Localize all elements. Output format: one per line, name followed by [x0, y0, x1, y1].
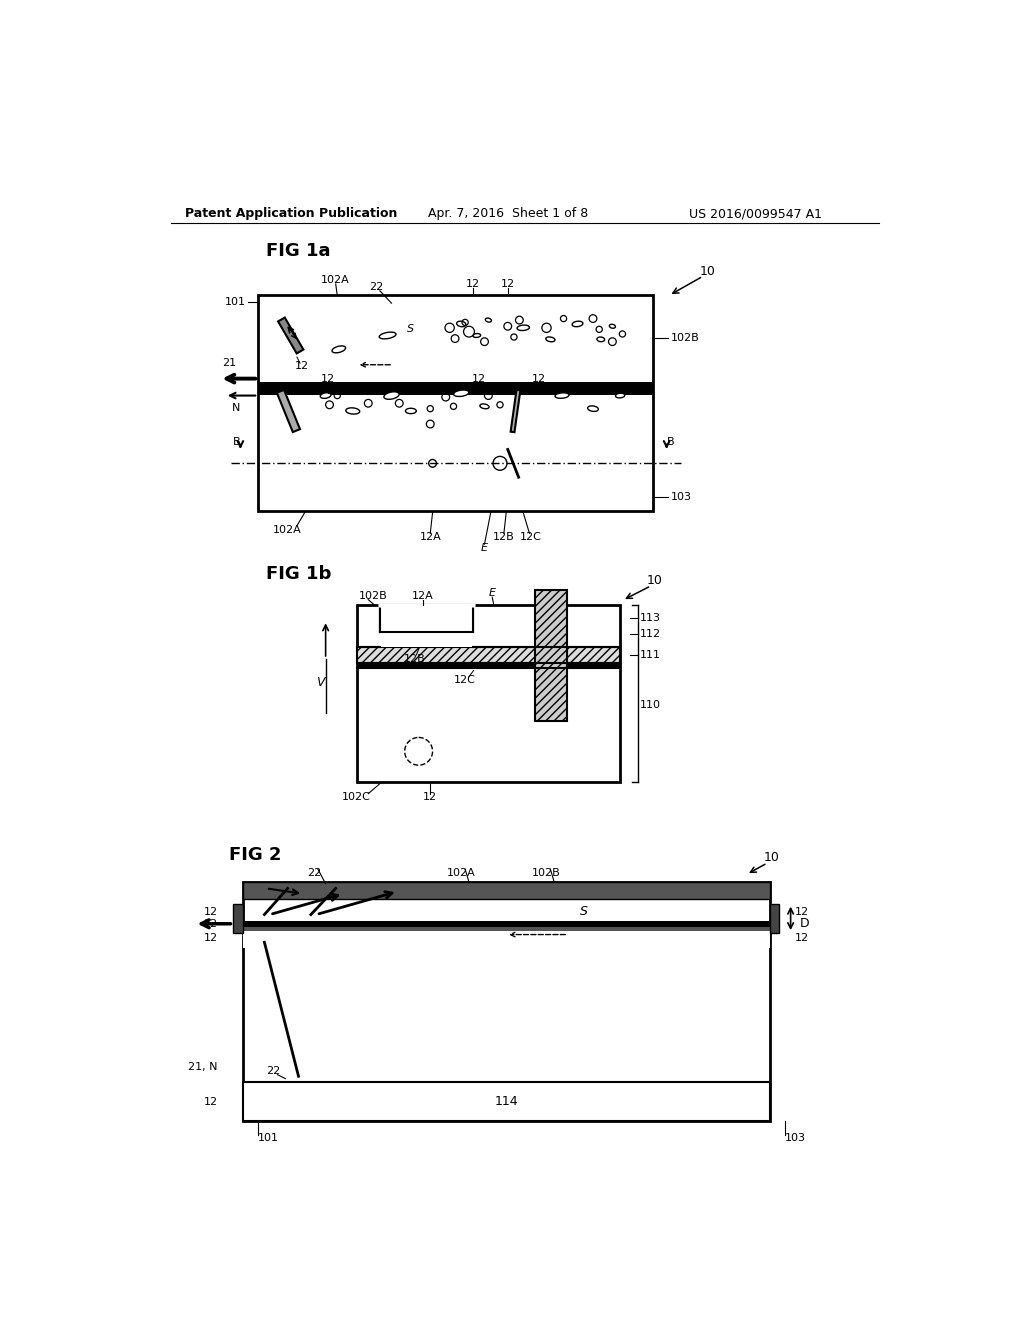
Text: 102B: 102B	[532, 869, 561, 878]
Text: 111: 111	[640, 649, 660, 660]
Text: 12: 12	[423, 792, 437, 803]
Bar	[535, 590, 567, 721]
Text: 12C: 12C	[520, 532, 542, 543]
Text: 12: 12	[204, 907, 218, 917]
Bar	[356, 605, 621, 781]
Text: 12: 12	[466, 279, 480, 289]
Text: 22: 22	[369, 282, 383, 292]
Text: Patent Application Publication: Patent Application Publication	[184, 207, 397, 220]
Text: 12A: 12A	[412, 591, 433, 601]
Polygon shape	[279, 318, 303, 354]
Text: 22: 22	[307, 869, 322, 878]
Bar	[770, 904, 779, 933]
Ellipse shape	[609, 325, 615, 329]
Text: 12B: 12B	[403, 653, 426, 664]
Ellipse shape	[406, 408, 417, 413]
Text: 101: 101	[258, 1133, 280, 1143]
Text: B: B	[232, 437, 241, 446]
Text: 12: 12	[795, 907, 809, 917]
Bar	[243, 927, 770, 932]
Text: 12: 12	[501, 279, 515, 289]
Text: 114: 114	[495, 1096, 518, 1109]
Text: 12: 12	[204, 919, 218, 929]
Bar	[380, 605, 473, 647]
Bar	[243, 921, 770, 927]
Ellipse shape	[473, 334, 480, 338]
Text: B: B	[667, 437, 674, 446]
Text: N: N	[232, 403, 241, 413]
Text: 12: 12	[472, 374, 486, 384]
Ellipse shape	[321, 393, 331, 399]
Ellipse shape	[379, 333, 396, 339]
Bar	[380, 605, 473, 632]
Text: 12: 12	[531, 374, 546, 384]
Text: 12: 12	[204, 933, 218, 942]
Bar	[243, 1082, 770, 1121]
Text: 12A: 12A	[420, 532, 441, 543]
Ellipse shape	[517, 325, 529, 330]
Text: 10: 10	[647, 574, 663, 587]
Text: FIG 1a: FIG 1a	[266, 242, 331, 260]
Ellipse shape	[588, 405, 598, 412]
Text: US 2016/0099547 A1: US 2016/0099547 A1	[689, 207, 822, 220]
Text: 102B: 102B	[671, 333, 699, 343]
Text: 12: 12	[295, 362, 309, 371]
Text: 103: 103	[671, 492, 691, 502]
Polygon shape	[276, 389, 300, 432]
Bar	[356, 663, 621, 668]
Ellipse shape	[555, 393, 569, 399]
Text: Apr. 7, 2016  Sheet 1 of 8: Apr. 7, 2016 Sheet 1 of 8	[428, 207, 588, 220]
Bar	[356, 647, 621, 663]
Bar	[243, 932, 770, 948]
Bar	[243, 882, 770, 1121]
Text: 10: 10	[763, 851, 779, 865]
Text: 113: 113	[640, 612, 660, 623]
Text: 21: 21	[222, 358, 237, 368]
Text: 102A: 102A	[272, 524, 301, 535]
Ellipse shape	[346, 408, 359, 414]
Bar	[243, 882, 770, 899]
Ellipse shape	[332, 346, 345, 352]
Text: 102A: 102A	[446, 869, 475, 878]
Text: E: E	[481, 543, 488, 553]
Ellipse shape	[485, 318, 492, 322]
Bar	[380, 605, 473, 632]
Text: 102B: 102B	[359, 591, 388, 601]
Bar	[258, 391, 653, 395]
Ellipse shape	[454, 389, 469, 396]
Ellipse shape	[615, 393, 625, 397]
Text: 102A: 102A	[322, 275, 350, 285]
Text: FIG 1b: FIG 1b	[266, 565, 332, 583]
Bar	[380, 605, 473, 632]
Text: 12: 12	[204, 1097, 218, 1106]
Ellipse shape	[457, 321, 466, 327]
Text: S: S	[408, 325, 415, 334]
Text: 21, N: 21, N	[188, 1063, 218, 1072]
Text: 110: 110	[640, 700, 660, 710]
Text: 12: 12	[321, 374, 335, 384]
Text: 102C: 102C	[342, 792, 371, 803]
Text: 103: 103	[785, 1133, 806, 1143]
Ellipse shape	[572, 321, 583, 327]
Text: E: E	[488, 589, 496, 598]
Ellipse shape	[546, 337, 555, 342]
Bar	[233, 904, 243, 933]
Ellipse shape	[597, 337, 604, 342]
Ellipse shape	[480, 404, 489, 409]
Text: 101: 101	[225, 297, 246, 306]
Ellipse shape	[384, 392, 399, 400]
Text: 22: 22	[266, 1065, 281, 1076]
Text: V: V	[316, 676, 325, 689]
Text: 10: 10	[699, 265, 716, 279]
Polygon shape	[511, 389, 520, 432]
Text: S: S	[580, 906, 588, 917]
Text: 12: 12	[795, 933, 809, 942]
Text: 12B: 12B	[493, 532, 515, 543]
Text: 12C: 12C	[455, 676, 476, 685]
Text: D: D	[800, 917, 810, 931]
Bar	[258, 296, 653, 511]
Bar	[258, 383, 653, 391]
Text: FIG 2: FIG 2	[228, 846, 282, 865]
Text: 112: 112	[640, 630, 660, 639]
